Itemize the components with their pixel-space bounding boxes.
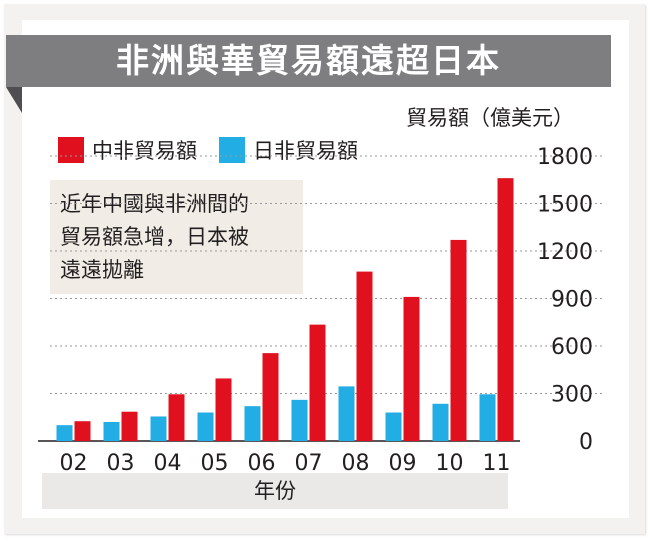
y-tick-label: 1800 [537, 145, 593, 170]
x-axis-label: 年份 [254, 479, 296, 503]
y-axis-label: 貿易額（億美元） [406, 106, 574, 130]
y-tick-label: 900 [551, 288, 593, 313]
x-tick-label: 11 [483, 451, 511, 476]
legend-item-china: 中非貿易額 [58, 135, 197, 165]
bar-china [356, 271, 373, 441]
annotation-box: 近年中國與非洲間的 貿易額急增，日本被 遠遠拋離 [50, 180, 303, 294]
bar-china [262, 353, 279, 441]
bar-china [450, 239, 467, 441]
bar-japan [338, 386, 355, 441]
x-tick-label: 03 [107, 451, 135, 476]
bar-japan [291, 399, 308, 441]
bar-japan [244, 406, 261, 441]
title-banner [6, 35, 611, 87]
annotation-line-3: 遠遠拋離 [60, 258, 144, 282]
x-tick-label: 08 [342, 451, 370, 476]
bar-china [121, 411, 138, 441]
banner-fold [6, 87, 22, 113]
bar-japan [197, 412, 214, 441]
chart-title: 非洲與華貿易額遠超日本 [116, 41, 501, 80]
legend-label-china: 中非貿易額 [92, 139, 197, 163]
bar-china [309, 324, 326, 441]
x-tick-label: 05 [201, 451, 229, 476]
legend: 中非貿易額 日非貿易額 [58, 136, 380, 164]
bar-china [215, 378, 232, 441]
annotation-line-2: 貿易額急增，日本被 [60, 225, 249, 249]
y-tick-label: 600 [551, 335, 593, 360]
bar-japan [432, 403, 449, 441]
bar-japan [56, 425, 73, 441]
x-tick-label: 10 [436, 451, 464, 476]
legend-swatch-china [58, 137, 84, 163]
legend-item-japan: 日非貿易額 [219, 135, 358, 165]
x-tick-label: 09 [389, 451, 417, 476]
bar-china [168, 394, 185, 441]
y-tick-label: 1200 [537, 240, 593, 265]
x-tick-label: 04 [154, 451, 182, 476]
bar-china [403, 296, 420, 441]
bar-japan [479, 394, 496, 441]
bar-china [497, 178, 514, 441]
bar-japan [385, 412, 402, 441]
legend-label-japan: 日非貿易額 [253, 139, 358, 163]
y-tick-label: 300 [551, 383, 593, 408]
legend-swatch-japan [219, 137, 245, 163]
bar-china [74, 421, 91, 441]
x-tick-label: 06 [248, 451, 276, 476]
x-tick-label: 07 [295, 451, 323, 476]
bar-japan [150, 416, 167, 441]
x-axis-label-band [42, 473, 508, 509]
x-tick-label: 02 [60, 451, 88, 476]
y-tick-label: 1500 [537, 193, 593, 218]
y-tick-label: 0 [579, 430, 593, 455]
bar-japan [103, 422, 120, 441]
